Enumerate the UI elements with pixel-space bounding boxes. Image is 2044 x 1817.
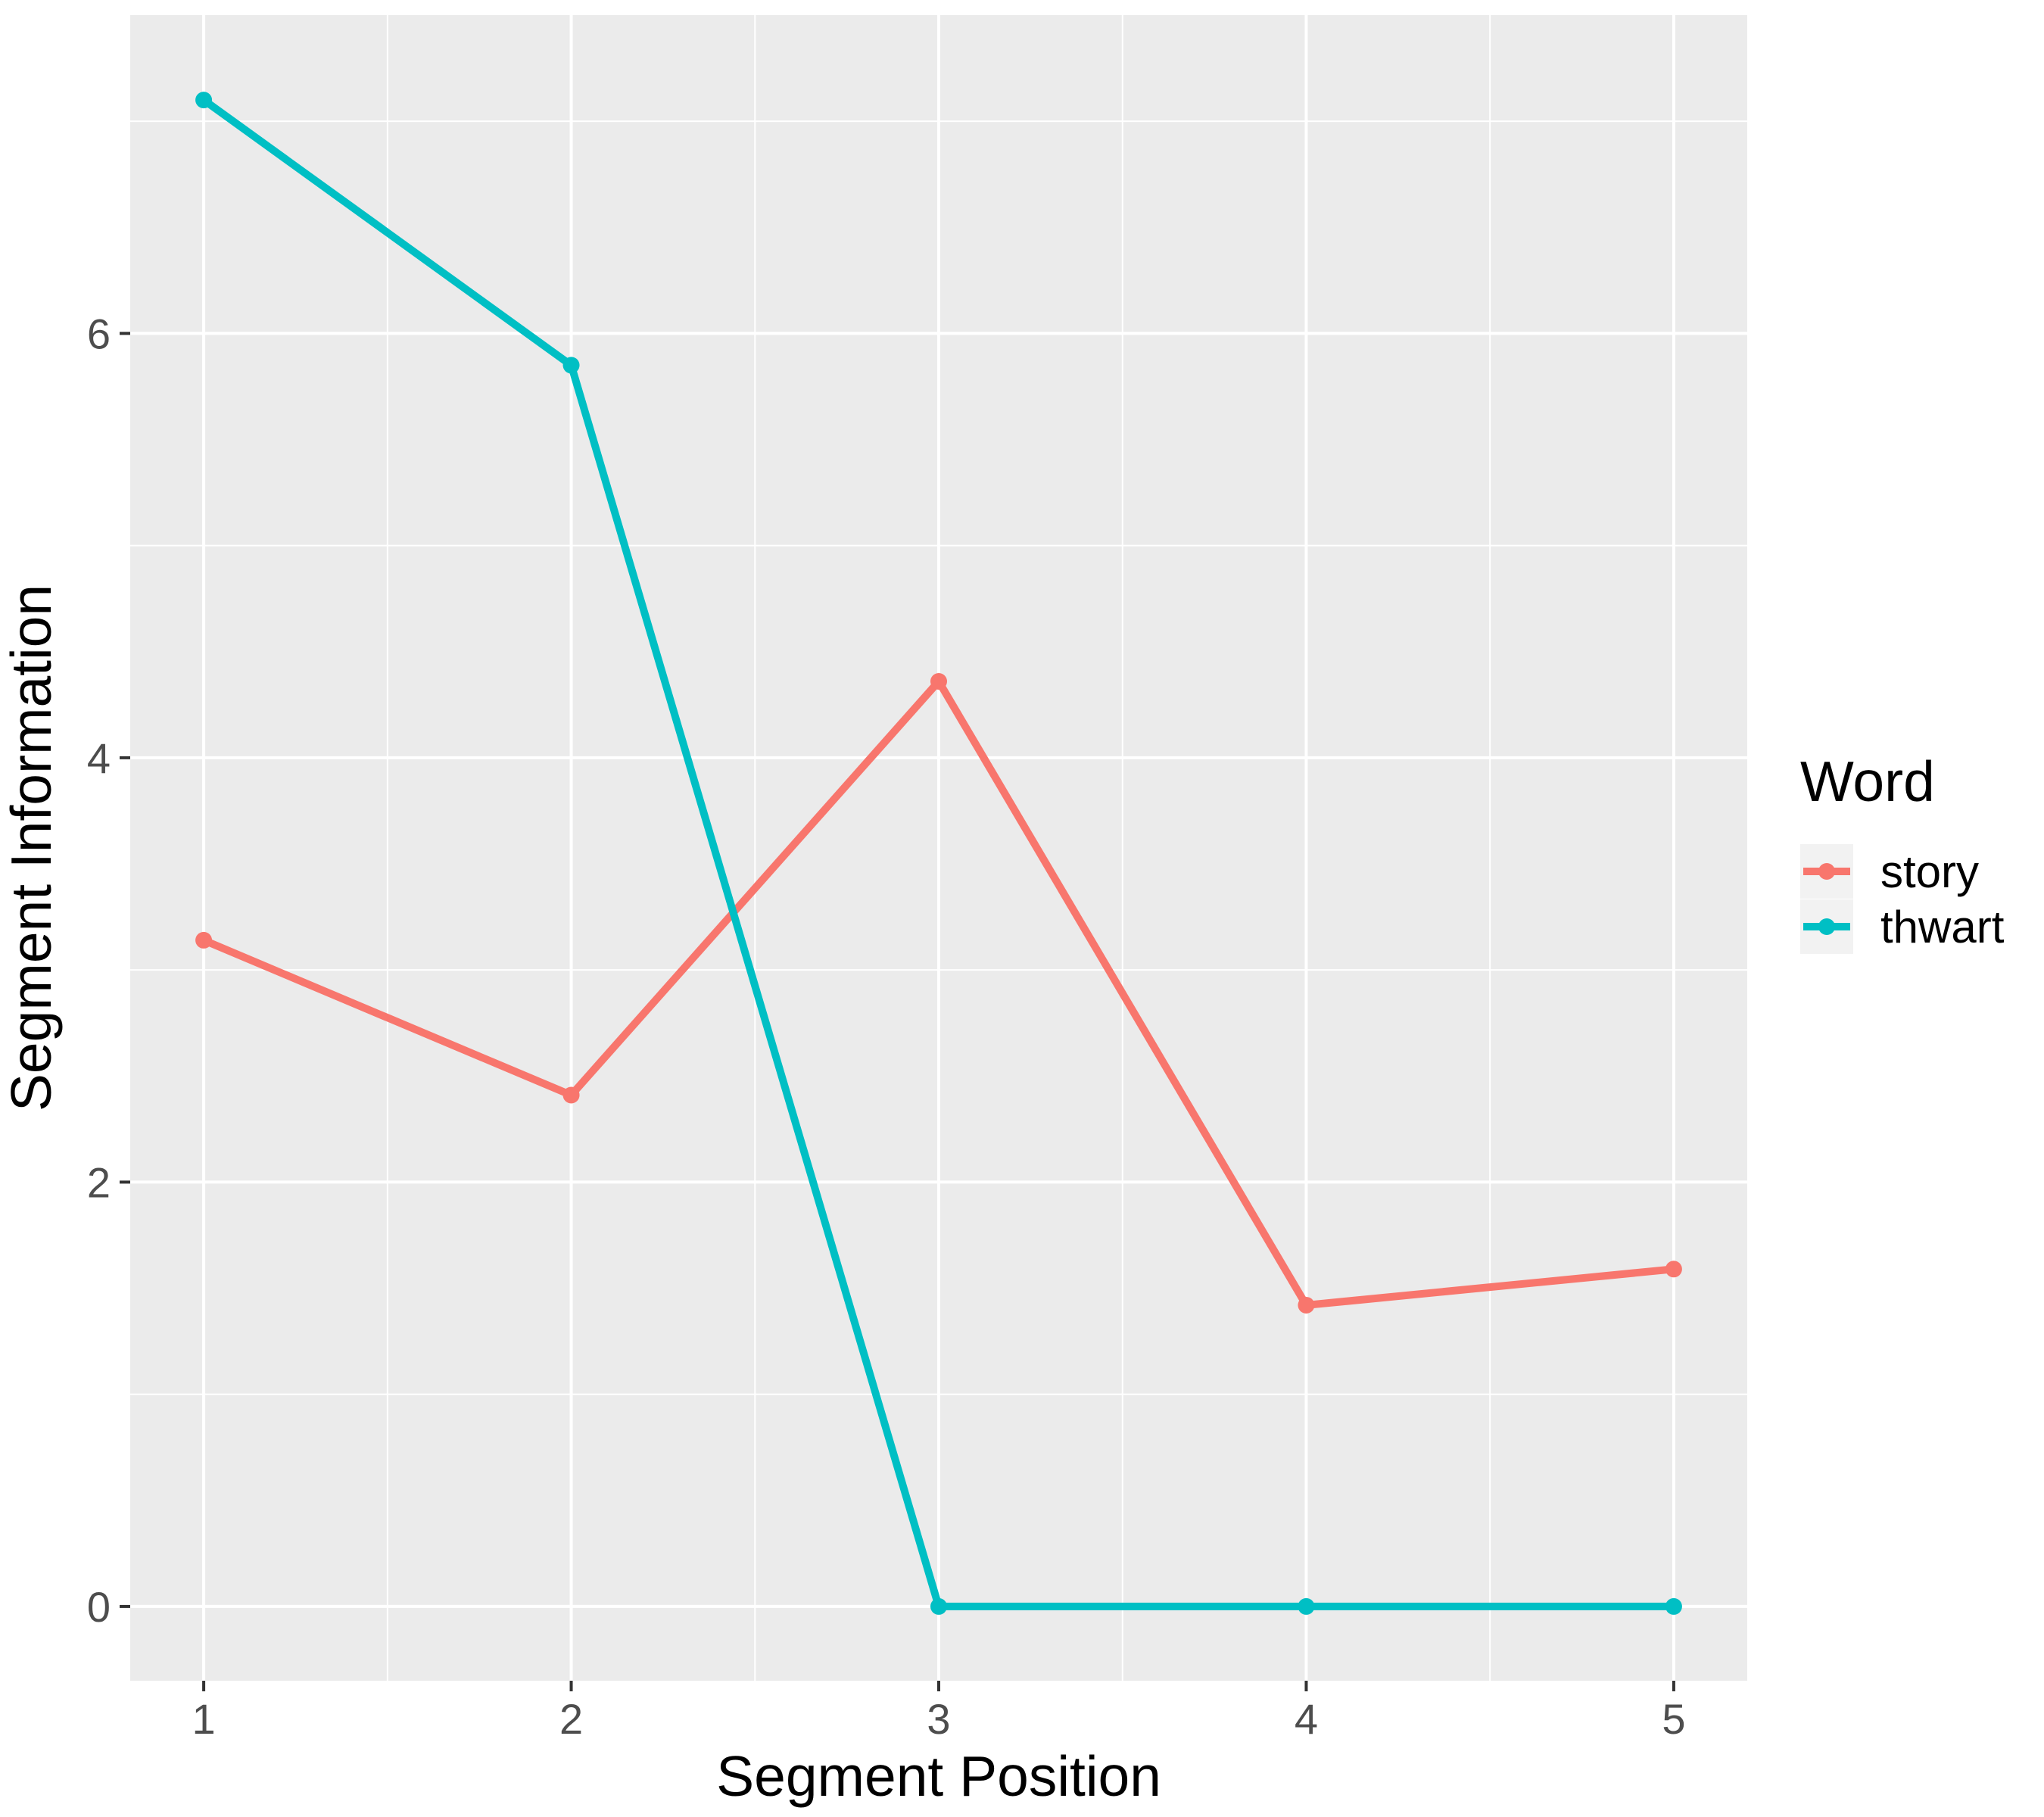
- x-tick-label: 3: [927, 1695, 950, 1743]
- y-tick-label: 2: [87, 1158, 111, 1206]
- x-axis-title: Segment Position: [716, 1744, 1161, 1808]
- x-tick-label: 4: [1295, 1695, 1318, 1743]
- x-tick-label: 5: [1662, 1695, 1685, 1743]
- legend-key-point: [1818, 863, 1835, 880]
- x-tick-label: 1: [192, 1695, 216, 1743]
- y-tick-label: 4: [87, 734, 111, 782]
- data-point-thwart: [195, 92, 213, 109]
- legend-item-story: story: [1800, 844, 1979, 899]
- legend-key-point: [1818, 918, 1835, 935]
- y-tick-label: 6: [87, 310, 111, 357]
- legend-label: thwart: [1880, 902, 2005, 952]
- axis-tick-labels: 0 2 4 6 1 2 3 4 5: [87, 310, 1686, 1743]
- axis-ticks: [120, 332, 1675, 1691]
- legend-item-thwart: thwart: [1800, 899, 2005, 954]
- data-point-story: [195, 931, 213, 949]
- x-tick-label: 2: [559, 1695, 583, 1743]
- series-story: [195, 673, 1682, 1314]
- legend-label: story: [1880, 846, 1979, 897]
- grid-lines: [130, 15, 1747, 1681]
- series-layer: [195, 92, 1682, 1615]
- data-point-thwart: [930, 1597, 947, 1615]
- data-point-thwart: [562, 357, 580, 374]
- data-point-story: [562, 1086, 580, 1104]
- y-tick-label: 0: [87, 1583, 111, 1631]
- y-axis-title: Segment Information: [0, 584, 63, 1111]
- legend-title: Word: [1800, 750, 1935, 813]
- data-point-story: [1298, 1296, 1315, 1314]
- series-thwart: [195, 92, 1682, 1615]
- data-point-thwart: [1665, 1597, 1682, 1615]
- data-point-thwart: [1298, 1597, 1315, 1615]
- data-point-story: [1665, 1261, 1682, 1278]
- data-point-story: [930, 673, 947, 690]
